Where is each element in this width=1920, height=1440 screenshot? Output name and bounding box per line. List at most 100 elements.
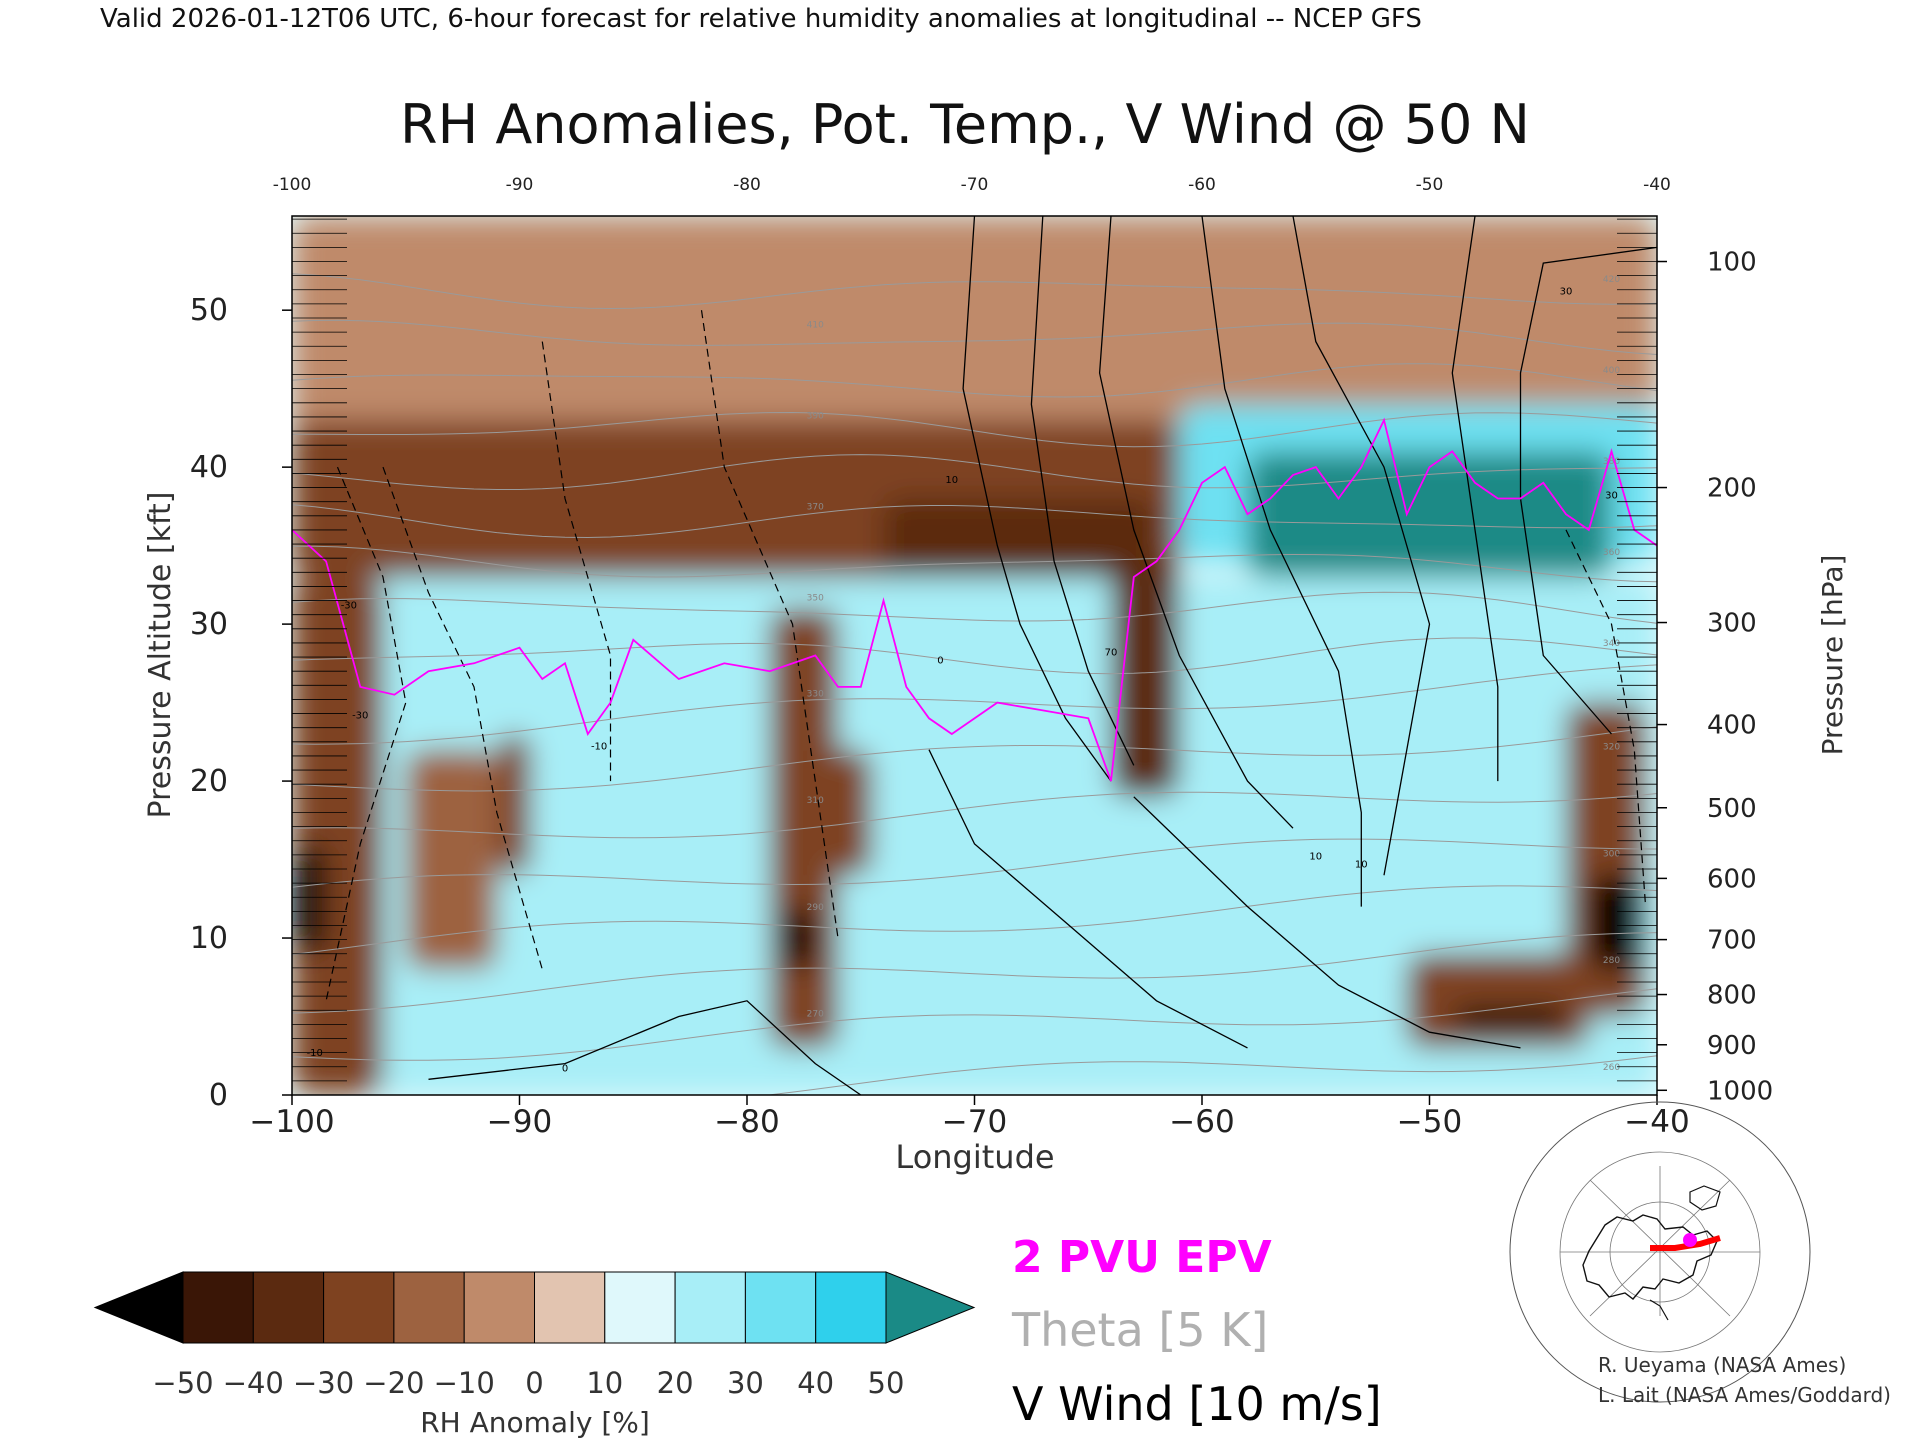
theta-contour — [292, 319, 1657, 355]
v-wind-label: 30 — [1605, 491, 1618, 502]
globe-icon — [1509, 1101, 1811, 1403]
rh-colorbar: −50 −40 −30 −20 −10 0 10 20 30 40 50 — [93, 1271, 976, 1400]
colorbar-tick-label: −50 — [152, 1366, 213, 1400]
v-wind-contour-negative — [382, 466, 543, 970]
v-wind-contour-negative — [541, 341, 612, 782]
top-tick-label: -50 — [1416, 175, 1444, 195]
v-wind-label: -10 — [307, 1048, 323, 1059]
pressure-tick-label: 100 — [1707, 248, 1757, 278]
v-wind-contour-negative — [700, 310, 839, 939]
colorbar-segment — [252, 1271, 325, 1344]
theta-label: 390 — [807, 411, 824, 421]
theta-contour — [292, 726, 1657, 792]
x-tick-label: −90 — [487, 1104, 552, 1140]
x-axis: −100 −90 −80 −70 −60 −50 −40 — [249, 1095, 1690, 1140]
v-wind-label: -10 — [591, 742, 607, 753]
rh-region — [1247, 451, 1612, 578]
pressure-tick-label: 200 — [1707, 474, 1757, 504]
x-tick-label: −100 — [249, 1104, 334, 1140]
y-tick-label: 40 — [190, 450, 228, 485]
colorbar-tick-label: −20 — [363, 1366, 424, 1400]
theta-contour — [292, 932, 1657, 1014]
rh-region — [542, 498, 884, 578]
theta-label: 340 — [1603, 639, 1620, 649]
theta-contour — [292, 411, 1657, 448]
x-tick-label: −70 — [942, 1104, 1007, 1140]
v-wind-label: 10 — [1309, 852, 1322, 863]
theta-label: 410 — [807, 320, 824, 330]
v-wind-contours: -30 -30 -10 -10 0 0 10 10 10 30 30 70 — [307, 216, 1657, 1095]
chart-title: RH Anomalies, Pot. Temp., V Wind @ 50 N — [400, 93, 1530, 156]
theta-contour — [292, 885, 1657, 955]
colorbar-segment — [182, 1271, 254, 1344]
y-tick-label: 0 — [209, 1078, 228, 1113]
colorbar-under-arrow — [93, 1271, 184, 1344]
y-axis-pressure: 100 200 300 400 500 600 700 800 900 1000 — [1657, 248, 1773, 1106]
colorbar-segment — [744, 1271, 817, 1344]
theta-contour — [292, 664, 1657, 745]
colorbar-over-arrow — [885, 1271, 976, 1344]
colorbar-tick-label: 20 — [657, 1366, 694, 1400]
pressure-tick-label: 300 — [1707, 609, 1757, 639]
theta-label: 280 — [1603, 956, 1620, 966]
v-wind-contour-negative — [325, 466, 407, 1001]
theta-label: 320 — [1603, 743, 1620, 753]
theta-label: 330 — [807, 689, 824, 699]
y-tick-label: 10 — [190, 921, 228, 956]
rh-region — [1111, 561, 1180, 797]
pressure-tick-label: 900 — [1707, 1031, 1757, 1061]
theta-contour — [292, 504, 1657, 539]
colorbar-tick-label: −10 — [434, 1366, 495, 1400]
legend-theta: Theta [5 K] — [1011, 1303, 1268, 1357]
theta-contour — [292, 591, 1657, 624]
colorbar-segment — [604, 1271, 676, 1344]
theta-contour — [292, 273, 1657, 310]
y-axis-kft: 0 10 20 30 40 50 — [190, 293, 292, 1113]
colorbar-segment — [815, 1271, 887, 1344]
colorbar-tick-label: 40 — [797, 1366, 834, 1400]
top-tick-label: -40 — [1643, 175, 1671, 195]
v-wind-label: 0 — [937, 655, 943, 666]
pressure-tick-label: 500 — [1707, 794, 1757, 824]
rh-region — [781, 906, 816, 970]
rh-region — [1452, 1007, 1566, 1030]
colorbar-tick-label: −30 — [293, 1366, 354, 1400]
x-axis-top: -100 -90 -80 -70 -60 -50 -40 — [273, 175, 1671, 195]
y-axis-label: Pressure Altitude [kft] — [143, 492, 178, 819]
x-axis-label: Longitude — [895, 1138, 1054, 1176]
rh-region — [1588, 875, 1646, 970]
plot-area: 2602702802903003103203303403503603703803… — [291, 215, 1658, 1096]
v-wind-contour — [962, 216, 1112, 782]
y-tick-label: 50 — [190, 293, 228, 328]
y-tick-label: 30 — [190, 607, 228, 642]
theta-label: 290 — [807, 903, 824, 913]
v-wind-contour — [928, 749, 1248, 1049]
theta-label: 260 — [1603, 1063, 1620, 1073]
top-tick-label: -100 — [273, 175, 312, 195]
theta-contour — [292, 637, 1657, 675]
credit-line-1: R. Ueyama (NASA Ames) — [1598, 1353, 1846, 1377]
y-tick-label: 20 — [190, 764, 228, 799]
theta-contour — [292, 545, 1657, 583]
colorbar-segment — [323, 1271, 395, 1344]
y2-axis-label: Pressure [hPa] — [1816, 555, 1849, 756]
colorbar-tick-label: 30 — [727, 1366, 764, 1400]
v-wind-contour — [1133, 796, 1521, 1049]
theta-contours: 2602702802903003103203303403503603703803… — [292, 273, 1657, 1095]
colorbar-segment — [674, 1271, 746, 1344]
location-marker — [1683, 1233, 1697, 1247]
locator-map — [1509, 1101, 1811, 1403]
v-wind-contour — [428, 1000, 862, 1095]
colorbar-segment — [534, 1271, 606, 1344]
x-tick-label: −50 — [1397, 1104, 1462, 1140]
rh-region — [496, 733, 531, 876]
credit-line-2: L. Lait (NASA Ames/Goddard) — [1598, 1383, 1891, 1407]
theta-contour — [292, 791, 1657, 839]
top-tick-label: -60 — [1188, 175, 1216, 195]
v-wind-label: 70 — [1105, 648, 1118, 659]
theta-label: 420 — [1603, 275, 1620, 285]
v-wind-label: -30 — [352, 710, 368, 721]
pressure-level-ticks — [292, 218, 1657, 1095]
v-wind-contour — [1098, 216, 1294, 829]
